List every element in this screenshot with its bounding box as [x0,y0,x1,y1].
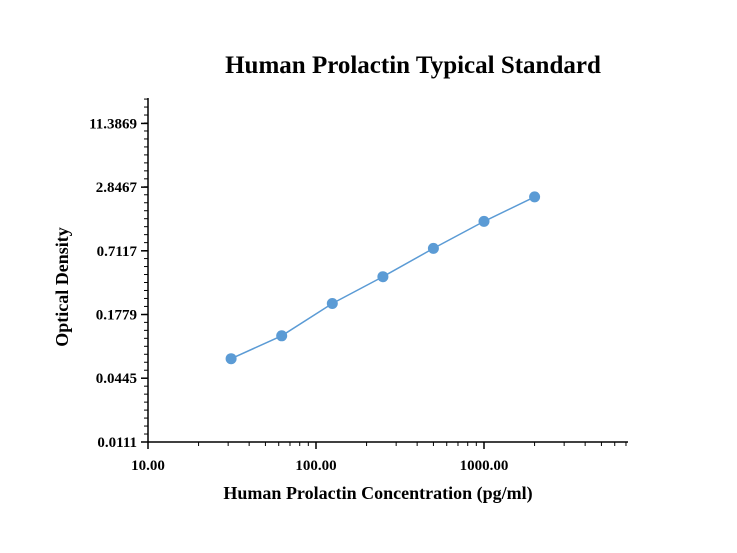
y-ticks: 0.0111 0.0445 0.1779 0.7117 2.8467 11.3869 [89,98,148,451]
y-tick-label: 11.3869 [89,116,137,132]
data-point [276,330,288,342]
x-tick-label: 100.00 [295,458,336,474]
data-point [478,215,490,227]
data-point [377,271,389,283]
data-point [326,298,338,309]
y-tick-label: 0.0111 [97,435,137,451]
x-axis-label: Human Prolactin Concentration (pg/ml) [223,483,532,504]
x-ticks: 10.00 100.00 1000.00 [131,442,627,474]
chart-title: Human Prolactin Typical Standard [225,52,601,79]
y-axis-label: Optical Density [52,227,72,347]
y-tick-label: 0.0445 [96,371,137,387]
x-tick-label: 10.00 [131,458,165,474]
y-tick-label: 0.1779 [96,308,137,324]
x-tick-label: 1000.00 [460,458,509,474]
series-layer [225,191,541,365]
data-point [427,242,439,254]
data-point [225,353,237,365]
data-point [529,191,541,203]
y-tick-label: 0.7117 [97,244,138,260]
y-tick-label: 2.8467 [96,180,138,196]
